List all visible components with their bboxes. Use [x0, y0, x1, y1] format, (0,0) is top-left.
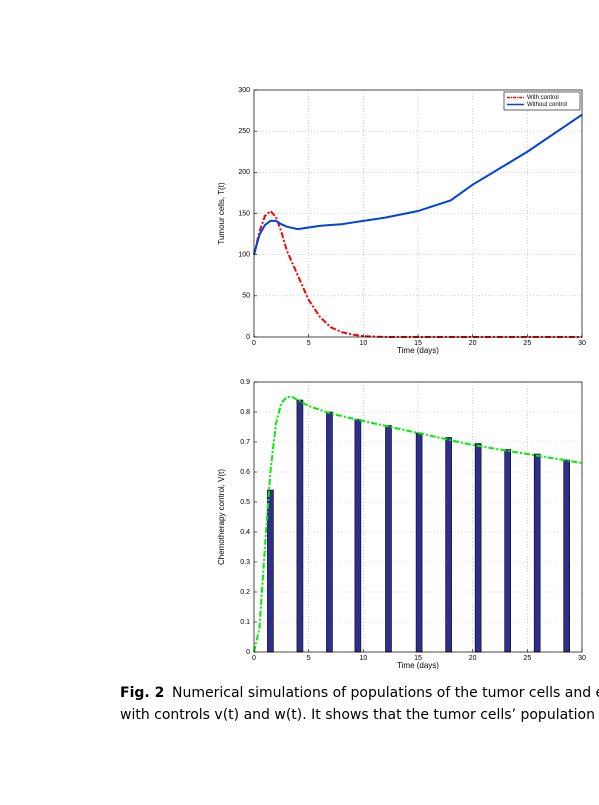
legend-label: Without control	[527, 102, 567, 108]
x-tick-label: 25	[523, 340, 531, 347]
legend-box	[503, 91, 581, 111]
bar	[474, 443, 482, 653]
y-tick-label: 0.4	[240, 529, 250, 536]
x-axis-label: Time (days)	[397, 661, 439, 670]
x-tick-label: 15	[414, 340, 422, 347]
y-tick-label: 0	[246, 649, 250, 656]
x-tick-label: 20	[469, 340, 477, 347]
y-tick-label: 200	[238, 169, 250, 176]
bar	[533, 453, 541, 653]
bar	[296, 399, 304, 653]
x-tick-label: 30	[578, 340, 586, 347]
bar	[385, 425, 392, 653]
axes-frame	[253, 89, 583, 338]
legend-label: With control	[527, 95, 559, 101]
line	[253, 396, 583, 653]
y-tick-label: 0.7	[240, 439, 250, 446]
y-tick-label: 0.8	[240, 409, 250, 416]
y-tick-label: 100	[238, 252, 250, 259]
x-tick-label: 10	[359, 340, 367, 347]
caption-line: with controls v(t) and w(t). It shows th…	[120, 707, 595, 723]
y-tick-label: 250	[238, 128, 250, 135]
y-tick-label: 0.1	[240, 619, 250, 626]
x-tick-label: 0	[252, 655, 256, 662]
axes-frame	[253, 381, 583, 653]
x-tick-label: 25	[523, 655, 531, 662]
y-tick-label: 300	[238, 87, 250, 94]
y-tick-label: 0.9	[240, 379, 250, 386]
y-tick-label: 150	[238, 210, 250, 217]
bar	[415, 432, 423, 653]
caption-label: Fig. 2	[120, 685, 164, 701]
bar	[354, 419, 362, 653]
y-axis-label: Chemotherapy control, V(t)	[217, 469, 226, 565]
bar	[504, 449, 511, 653]
x-tick-label: 20	[469, 655, 477, 662]
y-tick-label: 0.3	[240, 559, 250, 566]
y-tick-label: 0.6	[240, 469, 250, 476]
bar	[326, 411, 333, 653]
y-tick-label: 50	[242, 293, 250, 300]
x-axis-label: Time (days)	[397, 346, 439, 355]
x-tick-label: 5	[307, 340, 311, 347]
y-tick-label: 0	[246, 334, 250, 341]
y-tick-label: 0.5	[240, 499, 250, 506]
x-tick-label: 15	[414, 655, 422, 662]
x-tick-label: 10	[359, 655, 367, 662]
x-tick-label: 0	[252, 340, 256, 347]
line	[253, 113, 583, 255]
caption-line: Numerical simulations of populations of …	[172, 685, 599, 701]
x-tick-label: 30	[578, 655, 586, 662]
x-tick-label: 5	[307, 655, 311, 662]
y-axis-label: Tumour cells, T(t)	[217, 182, 226, 245]
y-tick-label: 0.2	[240, 589, 250, 596]
bar	[563, 459, 570, 653]
bar	[267, 489, 274, 653]
bar	[445, 437, 452, 653]
